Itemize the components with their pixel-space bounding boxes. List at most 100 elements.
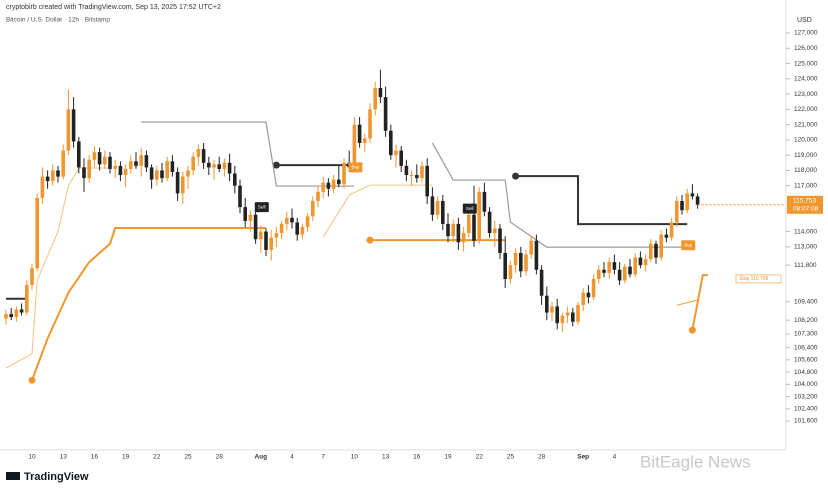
- candle-body: [253, 214, 258, 240]
- y-tick-label: 104,800: [794, 369, 818, 376]
- candle-body: [607, 262, 611, 273]
- candle-body: [274, 233, 279, 238]
- y-tick-label: 122,000: [794, 106, 818, 113]
- candle-body: [368, 109, 372, 139]
- indicator-line: [141, 121, 355, 187]
- indicator-line: [31, 227, 266, 381]
- candle-body: [430, 196, 435, 215]
- candle-body: [118, 165, 123, 176]
- candle-body: [539, 269, 544, 296]
- candle-body: [181, 176, 185, 194]
- candle-body: [441, 201, 445, 224]
- candle-body: [643, 259, 648, 266]
- candle-body: [222, 162, 227, 169]
- candle-body: [264, 231, 268, 250]
- candle-body: [628, 266, 632, 275]
- candle-body: [342, 162, 346, 185]
- candle-body: [555, 306, 559, 324]
- candle-body: [383, 97, 388, 131]
- x-tick-label: 25: [507, 454, 515, 461]
- candle-body: [461, 233, 466, 243]
- x-tick-label: 13: [60, 454, 68, 461]
- candle-body: [144, 155, 149, 168]
- candle-body: [649, 243, 653, 260]
- candle-body: [565, 312, 570, 316]
- candle-body: [669, 222, 674, 238]
- candle-body: [638, 257, 643, 266]
- x-tick-label: 22: [153, 454, 161, 461]
- candle-body: [321, 182, 325, 192]
- candle-body: [680, 201, 684, 211]
- candle-body: [14, 309, 19, 318]
- candle-body: [654, 243, 658, 258]
- candle-body: [51, 170, 55, 182]
- x-tick-label: 4: [613, 454, 617, 461]
- candle-body: [191, 156, 195, 171]
- candle-body: [617, 269, 622, 281]
- candle-body: [378, 87, 383, 98]
- y-tick-label: 118,000: [794, 167, 817, 174]
- candle-body: [404, 165, 409, 176]
- candle-body: [467, 214, 471, 234]
- y-tick-label: 109,400: [794, 299, 818, 306]
- candle-body: [612, 262, 617, 270]
- candle-body: [513, 252, 518, 266]
- candle-body: [576, 304, 580, 322]
- x-tick-label: 22: [476, 454, 484, 461]
- x-tick-label: 4: [290, 454, 294, 461]
- y-tick-label: 105,600: [794, 357, 818, 364]
- watermark: BitEagle News: [640, 452, 751, 471]
- candle-body: [352, 124, 357, 168]
- candle-body: [92, 152, 97, 160]
- indicator-dot: [272, 161, 280, 169]
- candle-body: [415, 175, 419, 179]
- header: cryptobirb created with TradingView.com,…: [6, 4, 221, 11]
- candle-body: [160, 170, 164, 179]
- candle-body: [399, 150, 403, 166]
- symbol: Bitcoin / U.S. Dollar · 12h · Bitstamp: [6, 17, 110, 24]
- candle-body: [285, 217, 289, 224]
- y-tick-label: 117,000: [794, 182, 817, 189]
- candle-body: [311, 201, 315, 217]
- y-tick-label: 108,200: [794, 317, 818, 324]
- candle-body: [664, 234, 669, 238]
- candle-body: [97, 152, 102, 165]
- signal-label: Buy: [352, 165, 361, 170]
- candle-body: [477, 191, 481, 241]
- signal-tag: [254, 202, 269, 213]
- x-tick-label: Aug: [254, 454, 267, 461]
- x-tick-label: 25: [184, 454, 192, 461]
- candle-body: [217, 164, 221, 169]
- candle-body: [493, 228, 497, 234]
- y-tick-label: 120,000: [794, 137, 818, 144]
- candle-body: [56, 170, 60, 177]
- candle-body: [77, 141, 81, 168]
- candle-body: [571, 312, 575, 322]
- candle-body: [534, 240, 539, 270]
- candle-body: [425, 165, 429, 197]
- candle-body: [40, 176, 45, 198]
- y-tick-label: 119,000: [794, 152, 817, 159]
- candle-body: [170, 161, 175, 172]
- y-tick-label: 123,000: [794, 91, 818, 98]
- x-tick-label: 13: [382, 454, 390, 461]
- y-tick-label: 104,000: [794, 381, 818, 388]
- candle-body: [487, 211, 492, 234]
- candle-body: [602, 269, 606, 273]
- candle-body: [503, 252, 507, 279]
- candle-body: [186, 170, 190, 177]
- candle-body: [259, 231, 263, 240]
- x-tick-label: 16: [413, 454, 421, 461]
- candle-body: [175, 171, 180, 194]
- candle-body: [9, 314, 13, 318]
- x-tick-label: 28: [216, 454, 224, 461]
- candle-body: [394, 150, 398, 156]
- candle-body: [82, 167, 86, 179]
- y-tick-label: 101,600: [794, 418, 818, 425]
- y-tick-label: 121,000: [794, 121, 818, 128]
- candle-body: [451, 223, 455, 237]
- y-tick-label: 126,000: [794, 45, 818, 52]
- candle-body: [633, 257, 637, 275]
- signal-tag: [462, 203, 477, 214]
- x-tick-label: 10: [351, 454, 359, 461]
